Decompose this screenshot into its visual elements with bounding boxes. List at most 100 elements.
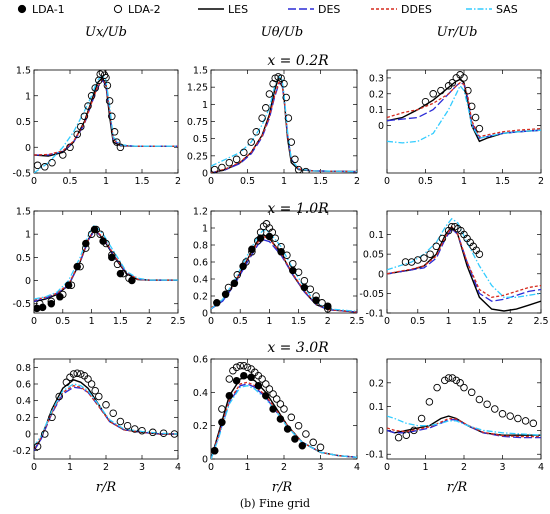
point-lda2 [240, 361, 248, 370]
plot-data [211, 220, 357, 313]
point-lda2 [67, 281, 76, 289]
point-lda2 [294, 421, 303, 430]
point-lda2 [265, 90, 274, 98]
x-tick-label: 0 [384, 176, 390, 187]
plot-data [387, 374, 541, 442]
y-tick-label: 0.6 [193, 355, 208, 366]
point-lda2 [262, 380, 270, 388]
y-tick-label: 1.25 [187, 83, 208, 94]
row-title-3: x = 3.0R [267, 340, 329, 356]
point-lda2 [475, 124, 484, 133]
x-tick-label: 2 [325, 316, 331, 327]
row-titles: x = 0.2R x = 1.0R x = 3.0R [267, 53, 329, 356]
point-lda2 [448, 78, 457, 87]
x-tick-label: 2 [146, 316, 152, 327]
y-tick-label: 0.2 [16, 413, 31, 424]
y-tick-label: 0 [378, 269, 384, 280]
point-lda2 [84, 102, 92, 110]
point-lda2 [491, 405, 499, 413]
legend-label-lda2: LDA-2 [128, 3, 161, 16]
point-lda2 [302, 430, 310, 438]
y-tick-label: 0 [378, 426, 384, 437]
point-lda2 [287, 138, 296, 146]
plot-data [34, 70, 178, 173]
point-lda2 [82, 244, 90, 252]
point-lda2 [324, 305, 332, 313]
point-lda2 [467, 388, 476, 397]
x-tick-label: 0 [31, 462, 37, 473]
point-lda2 [256, 228, 265, 237]
point-lda2 [280, 79, 288, 88]
point-lda2 [96, 70, 104, 78]
x-tick-label: 4 [175, 462, 181, 473]
y-tick-label: 0.6 [193, 258, 208, 269]
point-lda2 [268, 228, 277, 237]
point-lda1 [213, 299, 221, 307]
x-tick-label: 1 [461, 176, 467, 187]
point-lda2 [287, 413, 296, 422]
legend-item-lda1: LDA-1 [17, 3, 65, 16]
point-lda1 [225, 391, 234, 400]
legend-label-ddes: DDES [401, 3, 432, 16]
point-lda2 [224, 283, 233, 292]
plot-frame [386, 210, 542, 314]
panel-p32: 0 1 2 3 4 0 0.2 0.4 0.6 [193, 355, 360, 474]
point-lda1 [298, 441, 307, 450]
y-tick-label: 0.8 [16, 363, 31, 374]
y-tick-label: 0 [25, 143, 31, 154]
point-lda2 [102, 239, 110, 248]
y-tick-label: 0.75 [187, 117, 208, 128]
point-lda1 [64, 281, 73, 289]
point-lda2 [271, 234, 279, 242]
y-tick-label: 0 [202, 309, 208, 320]
point-lda2 [77, 122, 85, 131]
point-lda2 [34, 161, 42, 170]
row-title-1: x = 0.2R [267, 53, 329, 69]
point-lda1 [254, 381, 263, 390]
plot-data [387, 71, 541, 144]
series-ddes [34, 228, 178, 301]
y-tick-label: 0.1 [369, 105, 384, 116]
series-ddes [387, 81, 541, 138]
x-tick-label: 0 [208, 176, 214, 187]
y-tick-label: 0.2 [369, 89, 384, 100]
y-tick-label: 0.4 [193, 388, 208, 399]
point-lda2 [125, 274, 133, 282]
y-tick-label: 1 [202, 100, 208, 111]
point-lda2 [236, 361, 244, 370]
point-lda2 [282, 93, 290, 102]
point-lda2 [66, 143, 74, 152]
x-tick-label: 2 [175, 176, 181, 187]
point-lda2 [232, 363, 241, 372]
point-lda2 [437, 86, 445, 95]
point-lda2 [48, 158, 56, 167]
point-lda2 [92, 225, 100, 234]
x-tick-label: 0.5 [240, 176, 255, 187]
point-lda2 [316, 443, 325, 452]
series-ddes [211, 381, 357, 459]
y-tick-label: 0.4 [193, 275, 208, 286]
point-lda2 [59, 151, 67, 159]
point-lda2 [277, 242, 285, 251]
point-lda2 [258, 114, 266, 122]
point-lda2 [96, 230, 104, 238]
x-tick-label: 2 [461, 462, 467, 473]
series-ddes [211, 81, 357, 173]
point-lda2 [464, 86, 472, 95]
series-sas [34, 223, 178, 300]
point-lda2 [159, 429, 168, 437]
point-lda2 [456, 379, 464, 387]
point-lda1 [230, 279, 239, 288]
y-tick-label: 0.4 [16, 396, 31, 407]
series-les [34, 76, 178, 157]
x-tick-label: 1 [422, 462, 428, 473]
point-lda2 [258, 375, 266, 383]
point-lda2 [498, 410, 507, 418]
point-lda2 [448, 374, 457, 382]
point-lda2 [300, 276, 309, 285]
point-lda2 [475, 250, 484, 258]
series-ddes [387, 225, 541, 298]
y-tick-label: 0.1 [369, 230, 384, 241]
point-lda2 [483, 400, 491, 408]
point-lda2 [116, 143, 125, 152]
